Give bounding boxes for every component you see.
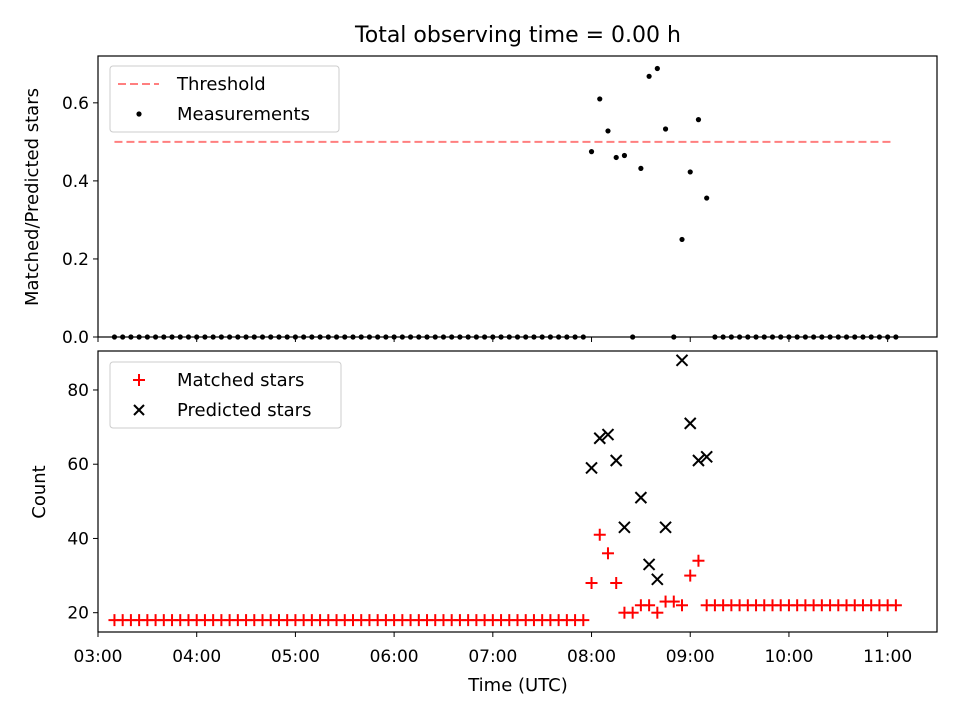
predicted-star-point bbox=[684, 417, 697, 430]
x-tick-label: 06:00 bbox=[370, 647, 419, 667]
matched-star-point bbox=[676, 599, 689, 612]
top-panel: Total observing time = 0.00 h 0.00.20.40… bbox=[22, 23, 938, 348]
measurement-point bbox=[621, 152, 628, 159]
top-axes-frame bbox=[97, 55, 938, 338]
chart-title: Total observing time = 0.00 h bbox=[354, 23, 681, 48]
predicted-star-point bbox=[618, 521, 631, 534]
predicted-star-point bbox=[642, 558, 656, 571]
bottom-axes-frame bbox=[97, 350, 938, 633]
measurements-legend-marker bbox=[136, 111, 142, 117]
predicted-star-point bbox=[692, 454, 705, 467]
x-b bbox=[642, 558, 656, 571]
matched-star-point bbox=[593, 528, 606, 541]
top-y-axis: 0.0 0.2 0.4 0.6 bbox=[62, 94, 98, 348]
bottom-y-label: Count bbox=[29, 465, 50, 518]
x-b bbox=[684, 417, 697, 430]
x-b bbox=[659, 521, 672, 534]
bottom-plot-area bbox=[108, 354, 902, 627]
matched-star-point bbox=[626, 606, 639, 619]
x-b bbox=[609, 454, 623, 467]
measurement-point bbox=[638, 165, 644, 171]
x-b bbox=[618, 521, 631, 534]
measurements-legend-label: Measurements bbox=[177, 104, 310, 125]
bottom-y-tick-label: 20 bbox=[67, 604, 89, 624]
predicted-legend-label: Predicted stars bbox=[177, 400, 311, 421]
top-y-tick-label: 0.6 bbox=[62, 94, 89, 114]
x-tick-label: 08:00 bbox=[567, 647, 616, 667]
measurement-point bbox=[605, 128, 611, 134]
x-tick-label: 03:00 bbox=[74, 647, 123, 667]
top-legend: Threshold Measurements bbox=[109, 65, 340, 133]
bottom-legend: Matched stars Predicted stars bbox=[109, 361, 342, 429]
top-y-tick-label: 0.2 bbox=[62, 250, 89, 270]
x-tick-label: 05:00 bbox=[271, 647, 320, 667]
x-b bbox=[675, 354, 689, 367]
matched-star-point bbox=[684, 569, 697, 582]
predicted-star-point bbox=[659, 521, 672, 534]
x-tick-label: 10:00 bbox=[764, 647, 813, 667]
predicted-star-point bbox=[634, 491, 648, 504]
measurement-point bbox=[704, 195, 710, 201]
x-tick-label: 07:00 bbox=[468, 647, 517, 667]
bottom-y-tick-label: 40 bbox=[67, 529, 89, 549]
x-tick-label: 09:00 bbox=[666, 647, 715, 667]
predicted-star-point bbox=[593, 432, 606, 445]
matched-star-point bbox=[585, 577, 598, 590]
x-b bbox=[593, 432, 606, 445]
matched-legend-marker bbox=[133, 374, 145, 386]
measurement-point bbox=[695, 117, 702, 123]
x-tick-label: 11:00 bbox=[863, 647, 912, 667]
matched-legend-label: Matched stars bbox=[177, 370, 304, 391]
matched-star-point bbox=[651, 606, 664, 619]
predicted-star-point bbox=[585, 461, 598, 475]
top-legend-box bbox=[109, 65, 340, 133]
predicted-star-point bbox=[651, 573, 664, 586]
x-axis: 03:00 04:00 05:00 06:00 07:00 08:00 09:00 10:00… bbox=[74, 337, 912, 667]
x-b bbox=[692, 454, 705, 467]
x-b bbox=[634, 491, 648, 504]
x-b bbox=[651, 573, 664, 586]
measurement-point bbox=[662, 126, 669, 132]
bottom-y-tick-label: 60 bbox=[67, 455, 89, 475]
measurement-point bbox=[588, 149, 595, 155]
predicted-star-point bbox=[601, 428, 615, 441]
matched-star-point bbox=[889, 599, 902, 612]
top-plot-area bbox=[111, 65, 899, 340]
measurement-point bbox=[613, 154, 619, 161]
predicted-star-point bbox=[700, 450, 713, 463]
predicted-star-point bbox=[675, 354, 689, 367]
measurement-point bbox=[654, 65, 660, 72]
measurement-point bbox=[687, 169, 693, 175]
predicted-star-point bbox=[609, 454, 623, 467]
matched-star-point bbox=[692, 554, 705, 567]
x-b bbox=[700, 450, 713, 463]
x-b bbox=[601, 428, 615, 441]
top-y-label: Matched/Predicted stars bbox=[22, 88, 43, 306]
x-axis-label: Time (UTC) bbox=[467, 675, 568, 696]
matched-star-point bbox=[577, 614, 590, 627]
measurement-point bbox=[597, 96, 603, 102]
matched-star-point bbox=[643, 599, 656, 612]
x-tick-label: 04:00 bbox=[172, 647, 221, 667]
predicted-legend-marker bbox=[133, 404, 145, 416]
top-y-tick-label: 0.4 bbox=[62, 172, 89, 192]
matched-star-point bbox=[610, 577, 623, 590]
x-b bbox=[585, 461, 598, 475]
threshold-legend-label: Threshold bbox=[176, 74, 266, 95]
bottom-legend-box bbox=[109, 361, 342, 429]
measurement-point bbox=[646, 73, 652, 79]
top-y-tick-label: 0.0 bbox=[62, 328, 89, 348]
matched-star-point bbox=[601, 547, 614, 560]
measurement-point bbox=[679, 236, 685, 243]
bottom-y-axis: 20 40 60 80 bbox=[67, 381, 98, 624]
matched-star-point bbox=[667, 595, 680, 608]
bottom-y-tick-label: 80 bbox=[67, 381, 89, 401]
